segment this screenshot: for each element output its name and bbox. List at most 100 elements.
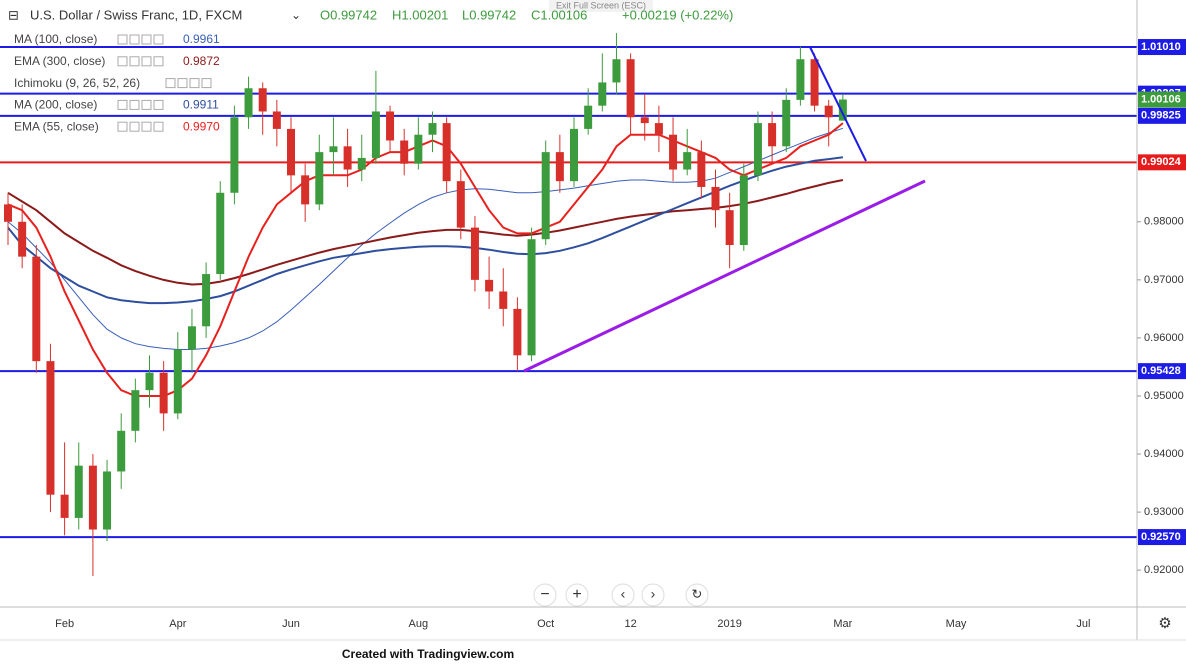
candle-body [230, 117, 239, 193]
level-label: 0.95428 [1141, 365, 1181, 377]
zoom-in-button[interactable] [565, 583, 589, 607]
candle-body [768, 123, 777, 147]
candle-body [640, 117, 649, 124]
candle-body [683, 152, 692, 170]
candle-body [187, 326, 196, 350]
y-tick-label: 0.97000 [1144, 274, 1184, 286]
candle-body [386, 111, 395, 141]
candle-body [159, 372, 168, 414]
indicator-icon [153, 121, 164, 132]
y-tick-label: 0.94000 [1144, 448, 1184, 460]
candle-body [46, 361, 55, 495]
indicator-icon [153, 56, 164, 67]
zoom-in-icon: + [572, 586, 581, 603]
indicator-value: 0.9961 [183, 32, 220, 46]
indicator-icon [189, 78, 200, 89]
x-tick-label: May [946, 618, 967, 630]
indicator-value: 0.9872 [183, 54, 220, 68]
zoom-out-button[interactable] [533, 583, 557, 607]
indicator-icon [129, 34, 140, 45]
candle-body [329, 146, 338, 153]
last-price-box [1138, 91, 1186, 108]
candle-body [513, 308, 522, 356]
indicator-line [7, 179, 844, 286]
candle-body [570, 128, 578, 182]
candle-body [527, 239, 536, 356]
scroll-right-button[interactable] [641, 583, 665, 607]
candle-body [555, 152, 564, 182]
zoom-controls: − + ‹ › ↻ [533, 583, 709, 607]
candle-body [541, 152, 550, 240]
reset-icon: ↻ [692, 586, 703, 601]
indicator-icon [117, 99, 128, 110]
indicator-icon [201, 78, 212, 89]
level-label: 1.01010 [1141, 41, 1181, 53]
scroll-left-button[interactable] [611, 583, 635, 607]
plot-area [0, 33, 1137, 576]
change-value: +0.00219 (+0.22%) [622, 7, 733, 22]
x-tick-label: Feb [55, 618, 74, 630]
candle-body [442, 123, 451, 182]
y-tick-label: 0.92000 [1144, 564, 1184, 576]
level-label-box [1138, 39, 1186, 56]
candle-body [428, 123, 437, 135]
level-label: 0.99825 [1141, 110, 1181, 122]
overlay: 1.010101.002070.998250.990240.954280.925… [1138, 39, 1186, 546]
indicator-name: EMA (55, close) [14, 119, 99, 133]
zoom-out-icon: − [540, 586, 549, 603]
level-label: 0.92570 [1141, 531, 1181, 543]
candle-body [400, 140, 409, 164]
collapse-icon[interactable]: ⊟ [8, 7, 19, 22]
y-tick-label: 0.96000 [1144, 332, 1184, 344]
indicator-name: MA (100, close) [14, 32, 97, 46]
indicator-icon [117, 56, 128, 67]
candle-body [739, 175, 748, 246]
reset-button[interactable] [685, 583, 709, 607]
indicator-name: EMA (300, close) [14, 54, 105, 68]
tooltip: Exit Full Screen (ESC) [556, 0, 646, 10]
candle-body [258, 88, 267, 112]
y-tick-label: 0.93000 [1144, 506, 1184, 518]
candle-body [74, 465, 83, 518]
candle-body [669, 134, 678, 170]
level-label: 0.99024 [1141, 156, 1182, 168]
candle-body [18, 221, 27, 257]
candle-body [753, 123, 762, 176]
candle-body [598, 82, 607, 106]
indicator-icon [129, 121, 140, 132]
resistance-trendline [809, 46, 867, 162]
candle-body [244, 88, 253, 118]
indicator-icon [129, 99, 140, 110]
x-tick-label: Jun [282, 618, 300, 630]
candle-body [626, 59, 635, 118]
candle-body [470, 227, 479, 280]
indicator-icon [165, 78, 176, 89]
settings-icon[interactable]: ⚙ [1158, 615, 1171, 632]
candle-body [711, 186, 720, 211]
indicator-icon [141, 56, 152, 67]
candle-body [584, 105, 593, 129]
candle-body [838, 99, 847, 121]
candle-body [456, 181, 465, 228]
indicator-value: 0.9970 [183, 119, 220, 133]
y-tick-label: 0.95000 [1144, 390, 1184, 402]
x-tick-label: 2019 [717, 618, 741, 630]
candle-body [485, 279, 494, 292]
indicator-icon [153, 99, 164, 110]
candle-body [414, 134, 423, 164]
symbol-title: U.S. Dollar / Swiss Franc, 1D, FXCM [30, 7, 242, 22]
indicator-icon [141, 121, 152, 132]
x-tick-label: Apr [169, 618, 186, 630]
support-trendline [523, 179, 926, 373]
ohlc-value: O0.99742 [320, 7, 377, 22]
candle-body [301, 175, 310, 205]
candle-body [796, 59, 805, 100]
scroll-right-icon: › [651, 586, 656, 602]
last-price-label: 1.00106 [1141, 93, 1181, 105]
footer: Created with Tradingview.com [342, 647, 514, 661]
indicator-icon [141, 99, 152, 110]
candle-body [272, 111, 281, 129]
title-chevron[interactable]: ⌄ [291, 8, 301, 22]
